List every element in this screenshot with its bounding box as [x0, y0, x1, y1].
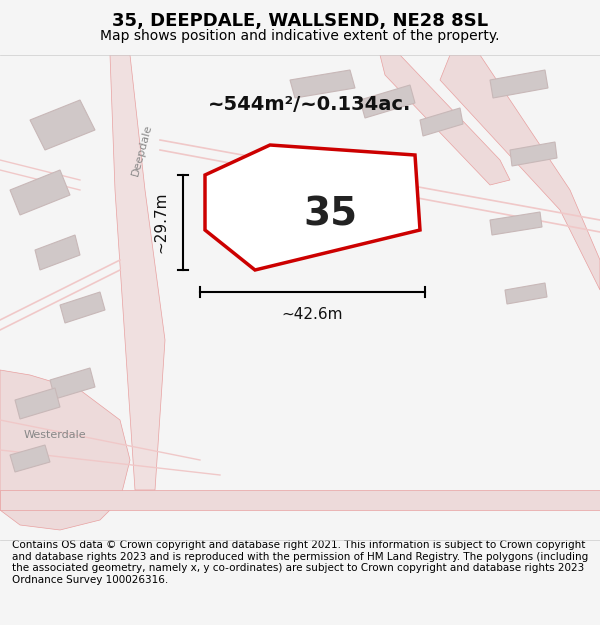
Polygon shape	[0, 490, 600, 510]
Polygon shape	[30, 100, 95, 150]
Polygon shape	[35, 235, 80, 270]
Polygon shape	[60, 292, 105, 323]
Text: 35, DEEPDALE, WALLSEND, NE28 8SL: 35, DEEPDALE, WALLSEND, NE28 8SL	[112, 12, 488, 30]
Polygon shape	[505, 283, 547, 304]
Polygon shape	[360, 85, 415, 118]
Polygon shape	[420, 108, 463, 136]
Polygon shape	[380, 55, 510, 185]
Text: 35: 35	[303, 196, 357, 234]
Polygon shape	[10, 170, 70, 215]
Polygon shape	[10, 445, 50, 472]
Text: ~544m²/~0.134ac.: ~544m²/~0.134ac.	[208, 96, 412, 114]
Polygon shape	[510, 142, 557, 166]
Text: ~29.7m: ~29.7m	[153, 192, 168, 253]
Polygon shape	[110, 55, 165, 490]
Text: Westerdale: Westerdale	[23, 430, 86, 440]
Polygon shape	[310, 207, 358, 235]
Polygon shape	[205, 145, 420, 270]
Polygon shape	[290, 70, 355, 98]
Polygon shape	[490, 212, 542, 235]
Text: Deepdale: Deepdale	[130, 123, 154, 177]
Polygon shape	[50, 368, 95, 399]
Text: ~42.6m: ~42.6m	[282, 307, 343, 322]
Polygon shape	[490, 70, 548, 98]
Text: Contains OS data © Crown copyright and database right 2021. This information is : Contains OS data © Crown copyright and d…	[12, 540, 588, 585]
Polygon shape	[15, 388, 60, 419]
Polygon shape	[0, 370, 130, 530]
Polygon shape	[440, 55, 600, 290]
Text: Map shows position and indicative extent of the property.: Map shows position and indicative extent…	[100, 29, 500, 43]
Polygon shape	[290, 155, 345, 187]
